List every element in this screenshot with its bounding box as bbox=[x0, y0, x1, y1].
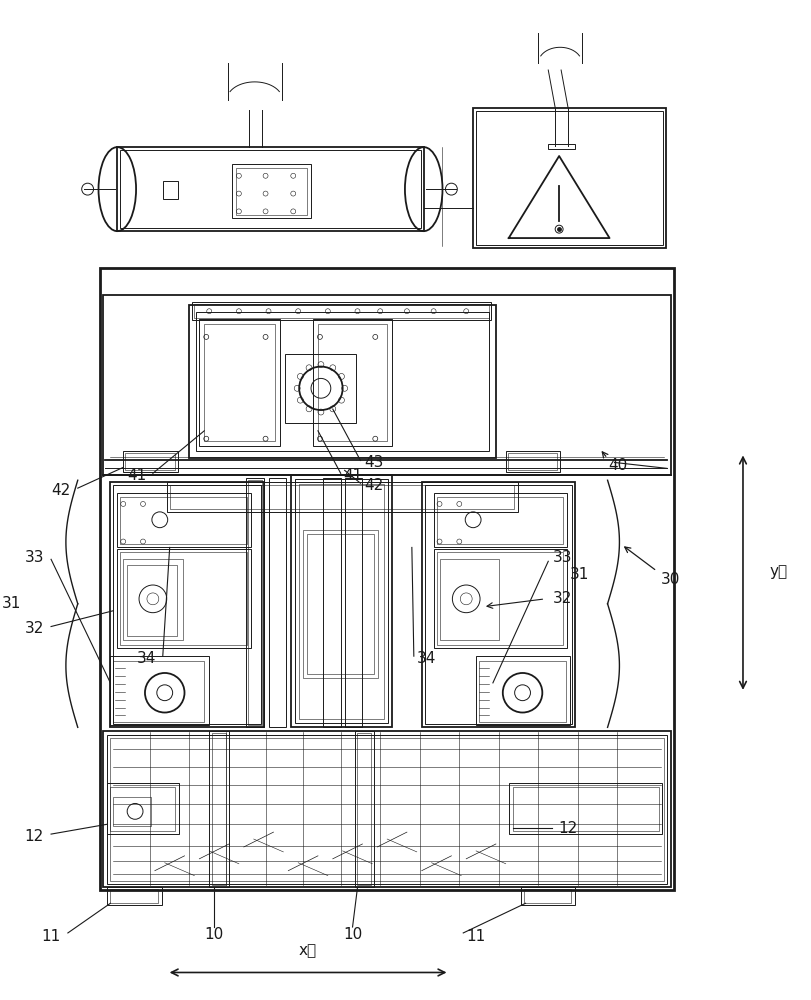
Bar bbox=[521, 887, 575, 905]
Bar bbox=[440, 559, 499, 640]
Text: 32: 32 bbox=[24, 621, 44, 636]
Bar bbox=[101, 268, 674, 890]
Text: 41: 41 bbox=[343, 468, 363, 483]
Bar bbox=[508, 783, 662, 834]
Bar bbox=[508, 453, 557, 470]
Bar bbox=[236, 168, 307, 215]
Bar bbox=[114, 797, 151, 826]
Bar bbox=[120, 497, 247, 544]
Text: 12: 12 bbox=[559, 821, 577, 836]
Bar bbox=[107, 735, 667, 884]
Bar bbox=[123, 559, 182, 640]
Text: 42: 42 bbox=[51, 483, 71, 498]
Bar bbox=[354, 731, 375, 887]
Bar bbox=[313, 319, 392, 446]
Bar bbox=[299, 484, 384, 719]
Bar bbox=[548, 144, 575, 149]
Bar bbox=[248, 480, 262, 725]
Text: 30: 30 bbox=[661, 572, 680, 587]
Text: 33: 33 bbox=[24, 550, 44, 565]
Bar bbox=[506, 451, 560, 472]
Bar bbox=[204, 324, 276, 441]
Bar bbox=[434, 493, 567, 547]
Bar bbox=[107, 887, 161, 905]
Bar bbox=[513, 787, 659, 831]
Bar bbox=[123, 451, 178, 472]
Bar bbox=[192, 302, 491, 320]
Bar bbox=[120, 150, 421, 228]
Text: 42: 42 bbox=[365, 478, 384, 493]
Bar bbox=[114, 661, 204, 722]
Bar bbox=[422, 482, 575, 727]
Bar bbox=[268, 478, 286, 727]
Bar bbox=[303, 530, 378, 678]
Text: 12: 12 bbox=[24, 829, 44, 844]
Text: 41: 41 bbox=[127, 468, 147, 483]
Bar bbox=[318, 324, 387, 441]
Bar bbox=[169, 485, 513, 509]
Bar bbox=[476, 111, 663, 245]
Bar bbox=[125, 453, 174, 470]
Bar bbox=[110, 738, 664, 881]
Bar bbox=[295, 479, 388, 723]
Text: 31: 31 bbox=[2, 596, 21, 611]
Bar bbox=[118, 549, 251, 648]
Bar bbox=[425, 485, 572, 724]
Bar bbox=[291, 475, 392, 727]
Bar bbox=[212, 733, 226, 885]
Text: 32: 32 bbox=[552, 591, 572, 606]
Bar bbox=[110, 482, 264, 727]
Bar bbox=[110, 656, 209, 725]
Bar bbox=[127, 565, 177, 636]
Text: 33: 33 bbox=[552, 550, 572, 565]
Bar bbox=[167, 482, 517, 512]
Text: 10: 10 bbox=[204, 927, 224, 942]
Bar bbox=[358, 733, 371, 885]
Bar bbox=[476, 656, 570, 725]
Bar bbox=[285, 354, 357, 423]
Text: 40: 40 bbox=[607, 458, 627, 473]
Bar bbox=[323, 478, 341, 727]
Text: 43: 43 bbox=[365, 455, 384, 470]
Bar bbox=[104, 295, 671, 475]
Bar bbox=[246, 478, 264, 727]
Text: 11: 11 bbox=[41, 929, 61, 944]
Bar bbox=[195, 304, 489, 318]
Text: 34: 34 bbox=[417, 651, 436, 666]
Bar bbox=[434, 549, 567, 648]
Bar bbox=[232, 164, 311, 218]
Bar bbox=[209, 731, 229, 887]
Bar bbox=[118, 493, 251, 547]
Bar bbox=[436, 497, 563, 544]
Text: 34: 34 bbox=[137, 651, 157, 666]
Bar bbox=[118, 147, 423, 231]
Bar bbox=[307, 534, 375, 674]
Text: x軸: x軸 bbox=[299, 943, 317, 958]
Text: 11: 11 bbox=[466, 929, 486, 944]
Bar bbox=[114, 485, 260, 724]
Bar bbox=[190, 305, 496, 458]
Text: 31: 31 bbox=[570, 567, 590, 582]
Bar bbox=[120, 552, 247, 645]
Bar bbox=[524, 889, 571, 903]
Bar bbox=[110, 889, 158, 903]
Bar bbox=[104, 731, 671, 887]
Bar bbox=[107, 783, 178, 834]
Bar bbox=[479, 661, 566, 722]
Bar bbox=[196, 312, 489, 451]
Bar bbox=[345, 478, 363, 727]
Bar bbox=[200, 319, 281, 446]
Bar bbox=[110, 787, 174, 831]
Bar bbox=[163, 181, 178, 199]
Text: y軸: y軸 bbox=[770, 564, 787, 579]
Text: 10: 10 bbox=[343, 927, 363, 942]
Bar bbox=[436, 552, 563, 645]
Bar bbox=[473, 108, 666, 248]
